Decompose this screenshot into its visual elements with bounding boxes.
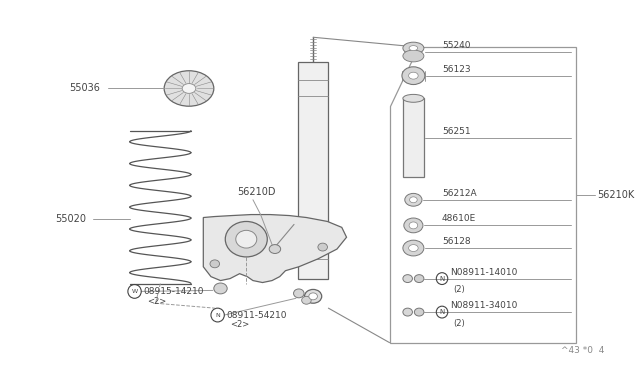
Text: <2>: <2>: [230, 320, 250, 329]
Ellipse shape: [404, 193, 422, 206]
Ellipse shape: [309, 293, 317, 300]
Ellipse shape: [410, 197, 417, 203]
Text: N08911-34010: N08911-34010: [450, 301, 517, 310]
Text: 08911-54210: 08911-54210: [226, 311, 287, 320]
Text: N: N: [440, 276, 445, 282]
Text: N08911-14010: N08911-14010: [450, 267, 517, 277]
Ellipse shape: [408, 72, 418, 79]
Text: 56123: 56123: [442, 65, 470, 74]
Text: (2): (2): [454, 285, 465, 295]
Ellipse shape: [214, 283, 227, 294]
Text: 08915-14210: 08915-14210: [143, 287, 204, 296]
Text: W: W: [131, 289, 138, 294]
Text: 55020: 55020: [55, 215, 86, 224]
Ellipse shape: [408, 245, 418, 251]
Ellipse shape: [403, 240, 424, 256]
Ellipse shape: [318, 243, 328, 251]
Text: 56210K: 56210K: [596, 190, 634, 200]
Polygon shape: [390, 47, 576, 343]
Text: 48610E: 48610E: [442, 214, 476, 224]
Text: 55240: 55240: [442, 41, 470, 50]
Text: ^43 *0  4: ^43 *0 4: [561, 346, 604, 355]
Ellipse shape: [414, 275, 424, 283]
Ellipse shape: [403, 94, 424, 102]
Ellipse shape: [409, 222, 418, 229]
Ellipse shape: [294, 289, 304, 298]
Ellipse shape: [225, 221, 268, 257]
FancyBboxPatch shape: [298, 62, 328, 279]
Ellipse shape: [403, 42, 424, 54]
Text: N: N: [440, 309, 445, 315]
Ellipse shape: [210, 260, 220, 268]
FancyBboxPatch shape: [403, 98, 424, 177]
Ellipse shape: [305, 289, 322, 303]
Ellipse shape: [403, 50, 424, 62]
Text: 56212A: 56212A: [442, 189, 477, 198]
Ellipse shape: [403, 275, 412, 283]
Ellipse shape: [301, 296, 311, 304]
Text: 56128: 56128: [442, 237, 470, 246]
Text: 56210D: 56210D: [237, 187, 275, 197]
Text: 55036: 55036: [70, 83, 100, 93]
Text: N: N: [215, 312, 220, 318]
Ellipse shape: [164, 71, 214, 106]
Polygon shape: [204, 215, 346, 283]
Ellipse shape: [269, 245, 281, 253]
Ellipse shape: [404, 218, 423, 233]
Ellipse shape: [409, 46, 418, 51]
Text: <2>: <2>: [147, 297, 166, 306]
Text: 56251: 56251: [442, 127, 470, 136]
Ellipse shape: [403, 308, 412, 316]
Ellipse shape: [414, 308, 424, 316]
Ellipse shape: [182, 84, 196, 93]
Text: (2): (2): [454, 319, 465, 328]
Ellipse shape: [402, 67, 425, 84]
Ellipse shape: [236, 230, 257, 248]
